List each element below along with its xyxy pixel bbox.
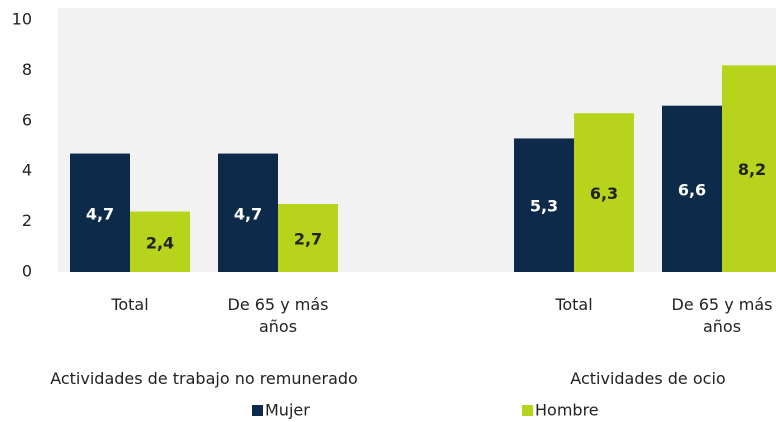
y-tick-label: 0 — [22, 262, 32, 281]
group-label: Actividades de ocio — [570, 369, 726, 388]
data-label: 4,7 — [86, 204, 114, 223]
data-label: 2,7 — [294, 229, 322, 248]
legend-label: Mujer — [265, 401, 310, 420]
y-tick-label: 4 — [22, 161, 32, 180]
bar — [514, 138, 574, 272]
legend-swatch — [252, 405, 263, 416]
x-tick-label: Total — [555, 295, 593, 314]
y-tick-label: 10 — [12, 10, 32, 29]
data-label: 6,3 — [590, 184, 618, 203]
bar — [662, 105, 722, 273]
bar — [130, 211, 190, 272]
data-label: 2,4 — [146, 233, 174, 252]
bar — [218, 153, 278, 272]
bar — [70, 153, 130, 272]
y-tick-label: 8 — [22, 60, 32, 79]
bar — [722, 65, 776, 272]
legend-label: Hombre — [535, 401, 599, 420]
group-label: Actividades de trabajo no remunerado — [50, 369, 358, 388]
y-tick-label: 6 — [22, 110, 32, 129]
bar — [574, 113, 634, 273]
legend-swatch — [522, 405, 533, 416]
x-tick-label: De 65 y más años — [671, 295, 773, 336]
x-tick-label: De 65 y más años — [227, 295, 329, 336]
x-tick-label: Total — [111, 295, 149, 314]
data-label: 6,6 — [678, 180, 706, 199]
bar — [278, 203, 338, 272]
data-label: 5,3 — [530, 197, 558, 216]
data-label: 8,2 — [738, 160, 766, 179]
data-label: 4,7 — [234, 204, 262, 223]
y-tick-label: 2 — [22, 211, 32, 230]
